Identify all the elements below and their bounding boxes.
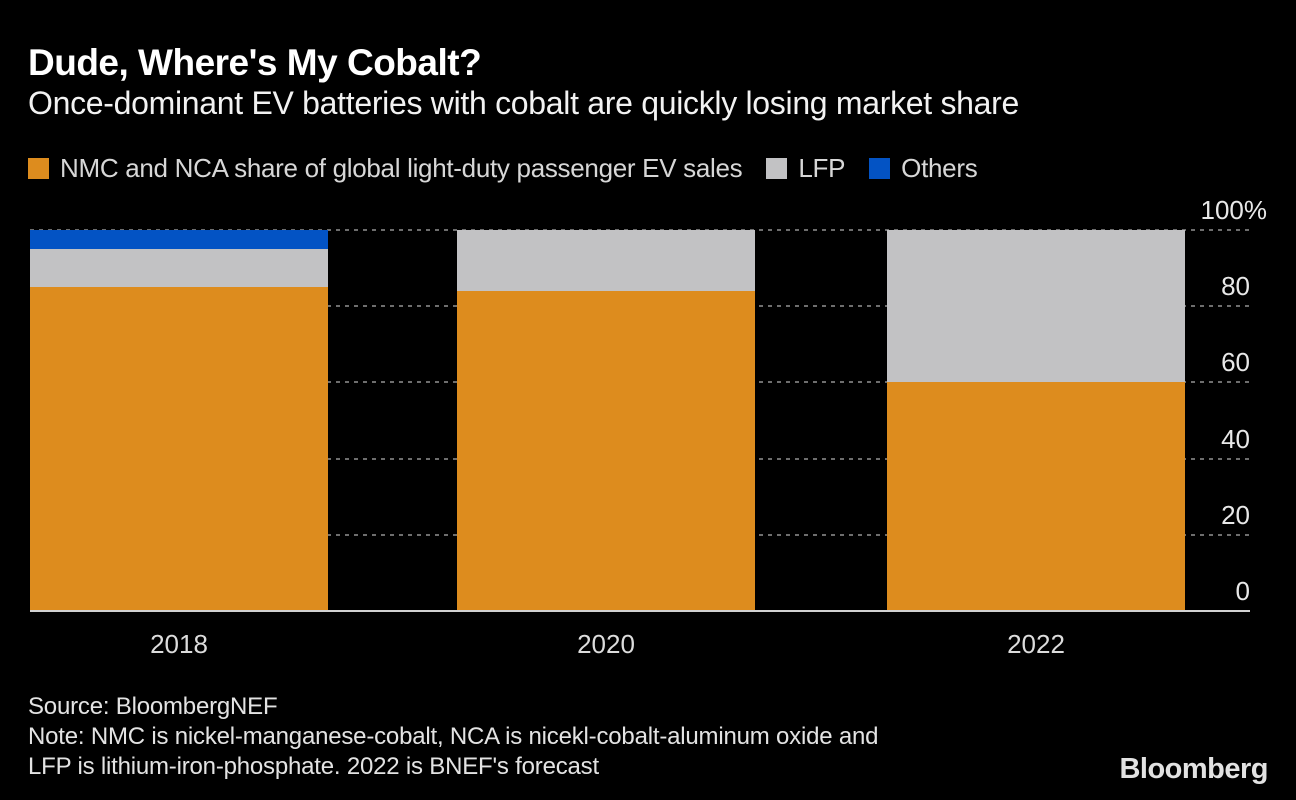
bar-segment-2018-others: [30, 230, 328, 250]
bar-segment-2022-nmc-nca: [887, 382, 1185, 611]
legend-item-0: NMC and NCA share of global light-duty p…: [28, 152, 743, 184]
y-tick-label-100: 100%: [1200, 195, 1268, 225]
chart-title: Dude, Where's My Cobalt?: [28, 42, 482, 83]
footer: Source: BloombergNEF Note: NMC is nickel…: [28, 692, 879, 782]
legend-label: LFP: [798, 152, 846, 183]
y-tick-label-20: 20: [1221, 499, 1250, 530]
note-text-line2: LFP is lithium-iron-phosphate. 2022 is B…: [28, 753, 599, 780]
note-text-line1: Note: NMC is nickel-manganese-cobalt, NC…: [28, 723, 879, 750]
y-tick-label-80: 80: [1221, 271, 1250, 302]
legend-item-2: Others: [869, 152, 978, 184]
x-axis-line: [30, 610, 1250, 612]
bar-segment-2020-lfp: [457, 230, 755, 291]
bar-segment-2022-lfp: [887, 230, 1185, 383]
legend-swatch-icon: [766, 157, 788, 179]
y-tick-label-40: 40: [1221, 423, 1250, 454]
legend-item-1: LFP: [766, 153, 845, 184]
bar-segment-2018-nmc-nca: [30, 287, 328, 611]
x-tick-label-2018: 2018: [150, 629, 208, 659]
x-tick-label-2022: 2022: [1007, 629, 1065, 659]
legend-swatch-icon: [869, 157, 891, 179]
chart-subtitle: Once-dominant EV batteries with cobalt a…: [28, 85, 1020, 121]
y-tick-label-60: 60: [1221, 347, 1250, 378]
x-tick-label-2020: 2020: [577, 629, 635, 659]
legend-label: NMC and NCA share of global light-duty p…: [60, 152, 743, 183]
bar-segment-2020-nmc-nca: [457, 290, 755, 611]
bar-segment-2018-lfp: [30, 249, 328, 288]
bloomberg-logo: Bloomberg: [1119, 753, 1268, 785]
source-text: Source: BloombergNEF: [28, 693, 278, 720]
legend-label: Others: [901, 152, 978, 183]
legend: NMC and NCA share of global light-duty p…: [28, 152, 978, 184]
y-tick-label-0: 0: [1235, 576, 1250, 606]
legend-swatch-icon: [28, 157, 49, 179]
